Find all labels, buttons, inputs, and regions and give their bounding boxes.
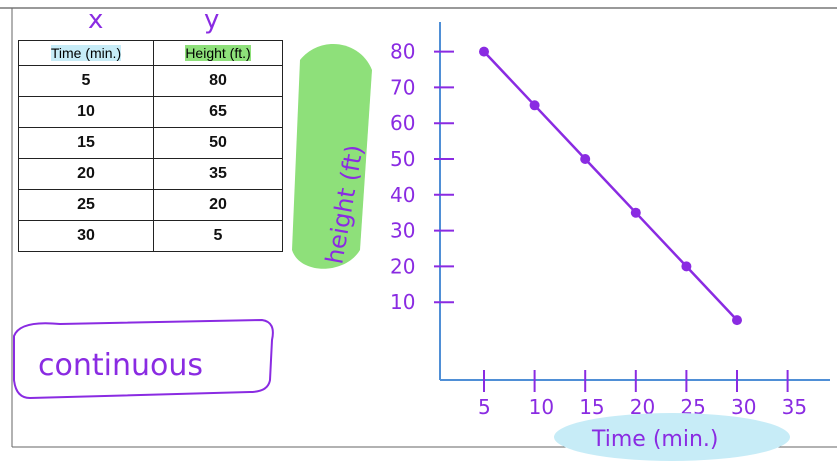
table-header-height: Height (ft.) bbox=[153, 40, 283, 66]
cell-time: 30 bbox=[18, 220, 154, 252]
y-tick-label: 30 bbox=[390, 219, 415, 243]
note-box bbox=[13, 318, 274, 400]
cell-height: 5 bbox=[153, 220, 283, 252]
cell-height: 35 bbox=[153, 158, 283, 190]
x-tick-label: 15 bbox=[579, 395, 604, 419]
y-tick-label: 60 bbox=[390, 111, 415, 135]
time-header-label: Time (min.) bbox=[50, 45, 122, 61]
data-point bbox=[630, 207, 641, 218]
y-tick-label: 70 bbox=[390, 75, 415, 99]
series-line bbox=[483, 50, 738, 321]
x-tick-label: 10 bbox=[529, 395, 554, 419]
y-tick-label: 20 bbox=[390, 254, 415, 278]
note-text: continuous bbox=[38, 348, 203, 383]
table-row: 25 20 bbox=[18, 189, 283, 221]
x-tick-label: 30 bbox=[731, 395, 756, 419]
y-tick-label: 40 bbox=[390, 183, 415, 207]
data-point bbox=[681, 261, 692, 272]
table-header-time: Time (min.) bbox=[18, 40, 154, 66]
cell-height: 80 bbox=[153, 65, 283, 97]
cell-time: 10 bbox=[18, 96, 154, 128]
x-axis-label: Time (min.) bbox=[591, 427, 718, 452]
cell-time: 15 bbox=[18, 127, 154, 159]
cell-height: 50 bbox=[153, 127, 283, 159]
data-point bbox=[580, 154, 591, 164]
ylabel-highlight bbox=[292, 43, 372, 269]
x-tick-label: 35 bbox=[782, 395, 807, 419]
height-header-label: Height (ft.) bbox=[185, 45, 251, 61]
table-row: 15 50 bbox=[18, 127, 283, 159]
table-row: 5 80 bbox=[18, 65, 283, 97]
cell-height: 65 bbox=[153, 96, 283, 128]
y-tick-label: 10 bbox=[390, 290, 415, 314]
cell-time: 25 bbox=[18, 189, 154, 221]
xlabel-highlight bbox=[554, 413, 790, 461]
y-mark: y bbox=[204, 5, 219, 35]
table-header-row: Time (min.) Height (ft.) bbox=[18, 40, 283, 66]
table-row: 20 35 bbox=[18, 158, 283, 190]
table-row: 30 5 bbox=[18, 220, 283, 252]
cell-time: 5 bbox=[18, 65, 154, 97]
table-row: 10 65 bbox=[18, 96, 283, 128]
y-tick-label: 50 bbox=[390, 147, 415, 171]
x-mark: x bbox=[88, 5, 103, 35]
data-table: Time (min.) Height (ft.) 5 80 10 65 15 50 20 35… bbox=[18, 40, 283, 252]
data-point bbox=[732, 315, 742, 326]
x-tick-label: 5 bbox=[478, 395, 491, 419]
cell-height: 20 bbox=[153, 189, 283, 221]
data-point bbox=[479, 46, 489, 57]
data-point bbox=[529, 100, 540, 111]
cell-time: 20 bbox=[18, 158, 154, 190]
y-tick-label: 80 bbox=[390, 40, 415, 64]
